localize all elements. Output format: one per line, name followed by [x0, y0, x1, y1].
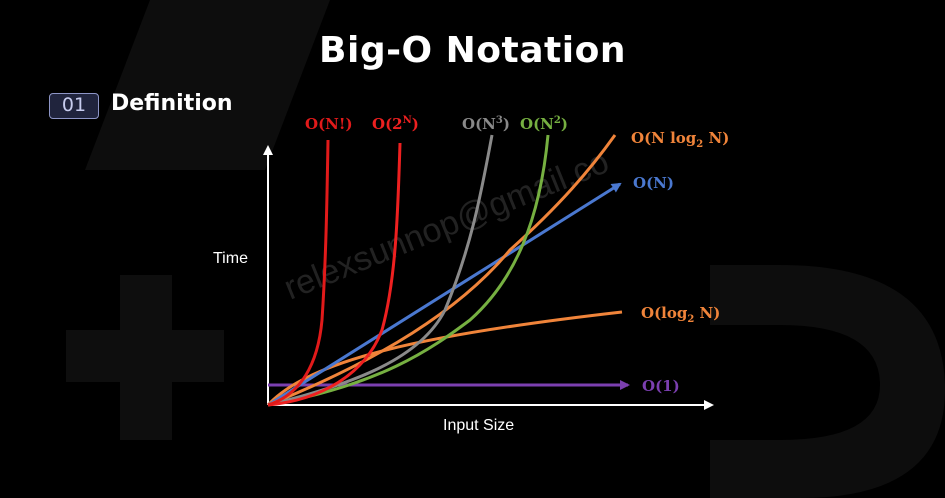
curve-n-log-n [267, 134, 617, 407]
bg-shape-d [710, 265, 945, 498]
label-logarithmic-main: O(log [641, 304, 688, 322]
label-factorial-main: O(N!) [305, 115, 353, 133]
label-constant: O(1) [642, 377, 680, 395]
label-cubic-sup: 3 [496, 115, 503, 126]
curve-exponential [267, 142, 402, 407]
label-cubic-main: O(N [462, 115, 496, 133]
label-constant-main: O(1) [642, 377, 680, 395]
label-linear-main: O(N) [633, 174, 674, 192]
page-title: Big-O Notation [319, 30, 626, 71]
label-exponential-sup: N [403, 115, 412, 126]
label-quadratic-main: O(N [520, 115, 554, 133]
label-n-log-n-main: O(N log [631, 129, 697, 147]
label-exponential: O(2N) [372, 115, 419, 133]
label-quadratic-sup: 2 [554, 115, 561, 126]
bg-shape-a [85, 0, 330, 170]
curve-factorial [267, 139, 330, 407]
label-exponential-main: O(2 [372, 115, 403, 133]
section-number-badge: 01 [49, 93, 99, 119]
label-n-log-n-end: N) [703, 129, 729, 147]
label-logarithmic-sub: 2 [687, 314, 694, 325]
label-exponential-end: ) [412, 115, 419, 133]
label-quadratic: O(N2) [520, 115, 568, 133]
label-logarithmic-end: N) [694, 304, 720, 322]
curve-linear [267, 182, 622, 407]
label-linear: O(N) [633, 174, 674, 192]
bg-plus-horizontal [66, 330, 224, 382]
curve-cubic [267, 134, 494, 407]
x-axis-label: Input Size [443, 417, 514, 434]
label-cubic-end: ) [503, 115, 510, 133]
section-title: Definition [111, 91, 233, 116]
watermark: relexsunnop@gmail.co [279, 142, 614, 307]
curve-quadratic [267, 134, 550, 407]
label-quadratic-end: ) [561, 115, 568, 133]
label-n-log-n-sub: 2 [696, 139, 703, 150]
label-factorial: O(N!) [305, 115, 353, 133]
label-logarithmic: O(log2 N) [641, 304, 720, 325]
label-cubic: O(N3) [462, 115, 510, 133]
y-axis-label: Time [213, 250, 248, 267]
label-n-log-n: O(N log2 N) [631, 129, 729, 150]
